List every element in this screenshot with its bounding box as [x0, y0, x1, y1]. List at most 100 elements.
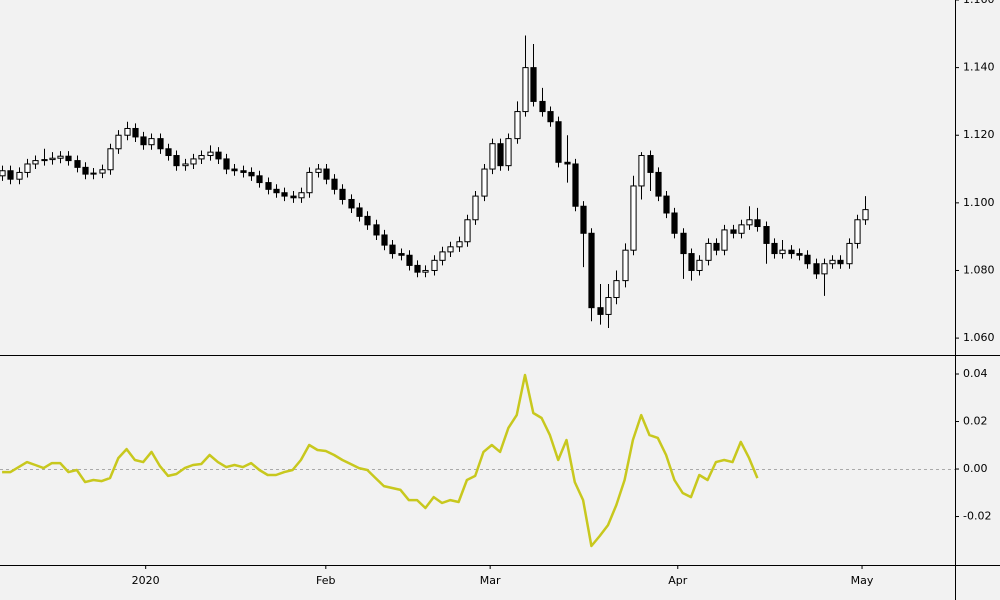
candle-body — [24, 163, 31, 173]
candle-body — [456, 241, 463, 248]
y-tick-label: 1.160 — [963, 0, 995, 6]
candle-body — [705, 242, 712, 261]
candle-body — [530, 67, 537, 102]
candle-body — [207, 151, 214, 157]
candle-body — [381, 234, 388, 246]
y-tick-label: 1.060 — [963, 331, 995, 344]
candle-body — [356, 207, 363, 217]
candle-body — [447, 246, 454, 253]
candle-body — [323, 168, 330, 180]
candle-body — [406, 254, 413, 266]
candle-body — [713, 242, 720, 251]
x-tick-label: May — [851, 574, 874, 587]
y-tick-label: 1.080 — [963, 263, 995, 276]
x-tick-label: 2020 — [132, 574, 160, 587]
candle-body — [829, 259, 836, 265]
candle-body — [821, 263, 828, 275]
candle-body — [481, 168, 488, 197]
candle-body — [663, 195, 670, 214]
candle-body — [763, 226, 770, 244]
candle-body — [273, 188, 280, 194]
candle-body — [140, 136, 147, 146]
candle-body — [804, 254, 811, 265]
candle-body — [630, 185, 637, 251]
y-tick-label: 0.02 — [963, 415, 988, 428]
candle-body — [422, 269, 429, 273]
candle-body — [373, 224, 380, 236]
candle-body — [281, 192, 288, 197]
candle-body — [472, 195, 479, 221]
candle-body — [306, 171, 313, 194]
candle-body — [796, 253, 803, 256]
candle-body — [514, 111, 521, 140]
candle-body — [364, 215, 371, 226]
candle-body — [49, 157, 56, 161]
candle-body — [730, 229, 737, 234]
candle-body — [431, 259, 438, 271]
candle-body — [107, 148, 114, 171]
candle-body — [41, 159, 48, 162]
x-tick-label: Mar — [480, 574, 501, 587]
candle-body — [290, 195, 297, 199]
candle-body — [99, 169, 106, 174]
candle-body — [215, 151, 222, 160]
candle-body — [837, 259, 844, 265]
candle-body — [74, 160, 81, 168]
candle-body — [779, 249, 786, 255]
candle-body — [522, 67, 529, 113]
candle-body — [813, 263, 820, 275]
candle-body — [16, 171, 23, 180]
candle-body — [771, 242, 778, 255]
candle-body — [223, 158, 230, 170]
candle-body — [862, 209, 869, 221]
candle-body — [132, 127, 139, 138]
candle-body — [547, 111, 554, 123]
candle-body — [597, 307, 604, 315]
candle-body — [754, 219, 761, 228]
candle-body — [738, 224, 745, 234]
candle-body — [32, 160, 39, 165]
candle-body — [539, 100, 546, 113]
candle-body — [248, 171, 255, 177]
candle-body — [298, 192, 305, 199]
candle-body — [671, 212, 678, 234]
candle-body — [497, 143, 504, 167]
candle-body — [613, 280, 620, 299]
candle-body — [439, 251, 446, 261]
candle-body — [7, 170, 14, 180]
candle-body — [256, 175, 263, 184]
candle-body — [182, 163, 189, 167]
candle-body — [605, 297, 612, 315]
y-tick-label: 1.140 — [963, 61, 995, 74]
candle-body — [464, 219, 471, 243]
candle-body — [165, 148, 172, 157]
candle-body — [696, 259, 703, 271]
candle-body — [746, 219, 753, 226]
candle-body — [489, 143, 496, 170]
candle-body — [198, 155, 205, 160]
candle-body — [148, 138, 155, 146]
y-tick-label: 1.120 — [963, 128, 995, 141]
candle-body — [555, 121, 562, 163]
candle-body — [588, 232, 595, 309]
candle-body — [398, 253, 405, 256]
y-tick-label: 0.00 — [963, 462, 988, 475]
candle-body — [846, 242, 853, 265]
x-tick-label: Feb — [316, 574, 335, 587]
candle-body — [57, 155, 64, 159]
candle-body — [348, 198, 355, 209]
candle-body — [680, 232, 687, 255]
candle-body — [115, 134, 122, 150]
candle-body — [315, 168, 322, 173]
candle-body — [638, 155, 645, 187]
indicator-line — [2, 373, 759, 548]
candle-body — [647, 155, 654, 173]
candle-body — [339, 188, 346, 200]
candle-body — [389, 244, 396, 255]
candle-body — [0, 170, 6, 177]
candle-body — [505, 138, 512, 167]
candle-body — [331, 178, 338, 190]
candle-body — [265, 182, 272, 190]
